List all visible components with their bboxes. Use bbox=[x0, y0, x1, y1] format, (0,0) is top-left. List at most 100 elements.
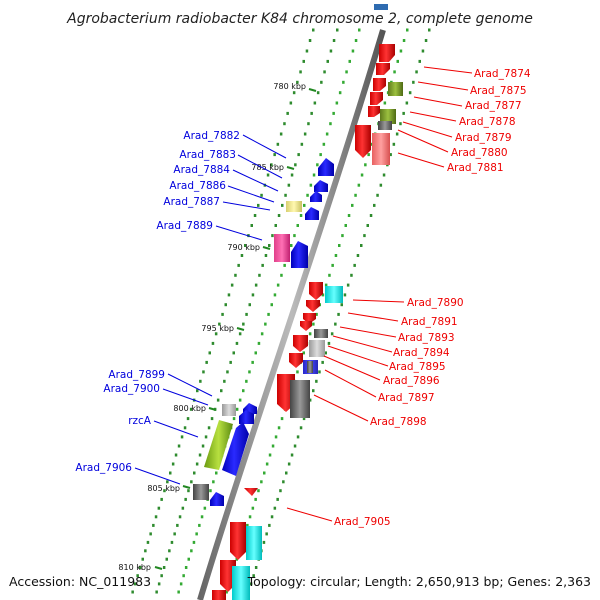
track-dot bbox=[209, 489, 212, 493]
gene-label[interactable]: rzcA bbox=[128, 415, 152, 427]
gene-label[interactable]: Arad_7883 bbox=[179, 149, 236, 161]
track-dot bbox=[160, 574, 163, 578]
track-dot bbox=[348, 59, 351, 63]
track-dot bbox=[277, 214, 281, 217]
track-dot bbox=[324, 283, 328, 287]
track-dot bbox=[141, 557, 144, 561]
track-dot bbox=[296, 370, 299, 374]
track-dot bbox=[192, 540, 196, 544]
track-dot bbox=[245, 379, 248, 383]
track-dot bbox=[211, 341, 215, 345]
track-dot bbox=[319, 153, 322, 157]
track-dot bbox=[283, 263, 286, 267]
track-dot bbox=[223, 379, 226, 383]
track-dot bbox=[215, 471, 218, 475]
track-dot bbox=[257, 489, 260, 493]
gene-label[interactable]: Arad_7887 bbox=[163, 196, 220, 208]
track-dot bbox=[235, 341, 239, 345]
track-dot bbox=[267, 312, 270, 316]
track-dot bbox=[360, 244, 363, 247]
gene-label[interactable]: Arad_7896 bbox=[383, 375, 440, 387]
gene-label[interactable]: Arad_7881 bbox=[447, 162, 504, 174]
gene-label[interactable]: Arad_7880 bbox=[451, 147, 508, 159]
track-dot bbox=[402, 111, 405, 115]
track-dot bbox=[245, 312, 248, 316]
track-dot bbox=[248, 370, 251, 374]
track-dot bbox=[196, 389, 199, 393]
track-dot bbox=[200, 515, 204, 519]
gene-label[interactable]: Arad_7893 bbox=[398, 332, 455, 344]
track-dot bbox=[244, 244, 247, 247]
gene-label[interactable]: Arad_7897 bbox=[378, 392, 435, 404]
gene-label[interactable]: Arad_7905 bbox=[334, 516, 391, 528]
gene-label[interactable]: Arad_7875 bbox=[470, 85, 527, 97]
gene-label[interactable]: Arad_7900 bbox=[103, 383, 160, 395]
track-dot bbox=[296, 435, 300, 439]
track-dot bbox=[177, 444, 181, 448]
track-dot bbox=[276, 497, 279, 501]
track-dot bbox=[342, 80, 345, 84]
track-dot bbox=[307, 122, 310, 126]
track-dot bbox=[356, 254, 360, 257]
gene-label[interactable]: Arad_7899 bbox=[108, 369, 165, 381]
map-title: Agrobacterium radiobacter K84 chromosome… bbox=[66, 11, 533, 27]
gene-label[interactable]: Arad_7877 bbox=[465, 100, 522, 112]
gene-label[interactable]: Arad_7895 bbox=[389, 361, 446, 373]
tick-label: 785 kbp bbox=[251, 163, 284, 172]
track-dot bbox=[376, 193, 379, 197]
gene-label[interactable]: Arad_7890 bbox=[407, 297, 464, 309]
track-dot bbox=[238, 332, 242, 336]
track-dot bbox=[316, 91, 320, 95]
track-dot bbox=[257, 341, 261, 345]
track-dot bbox=[273, 506, 277, 510]
gene-label[interactable]: Arad_7884 bbox=[173, 164, 230, 176]
track-dot bbox=[337, 312, 340, 316]
gene-label[interactable]: Arad_7891 bbox=[401, 316, 458, 328]
track-dot bbox=[174, 453, 178, 457]
track-dot bbox=[262, 540, 266, 544]
track-dot bbox=[136, 574, 139, 578]
track-dot bbox=[318, 370, 321, 374]
track-dot bbox=[183, 426, 187, 430]
track-dot bbox=[340, 303, 343, 307]
track-dot bbox=[235, 557, 238, 561]
gene-label[interactable]: Arad_7886 bbox=[169, 180, 226, 192]
gene-label[interactable]: Arad_7882 bbox=[183, 130, 240, 142]
track-dot bbox=[341, 234, 344, 238]
gene-label[interactable]: Arad_7894 bbox=[393, 347, 450, 359]
track-dot bbox=[334, 254, 338, 257]
track-dot bbox=[266, 173, 270, 177]
gene-label[interactable]: Arad_7889 bbox=[156, 220, 213, 232]
track-dot bbox=[226, 370, 229, 374]
track-dot bbox=[285, 471, 288, 475]
track-dot bbox=[237, 263, 240, 267]
track-dot bbox=[214, 332, 218, 336]
track-dot bbox=[408, 91, 412, 95]
track-dot bbox=[198, 523, 201, 527]
track-dot bbox=[428, 28, 431, 32]
track-dot bbox=[265, 532, 268, 536]
track-dot bbox=[345, 70, 348, 74]
track-dot bbox=[351, 49, 355, 53]
gene-label[interactable]: Arad_7879 bbox=[455, 132, 512, 144]
gene-label[interactable]: Arad_7906 bbox=[75, 462, 132, 474]
track-dot bbox=[248, 515, 252, 519]
track-dot bbox=[296, 80, 299, 84]
gene-label[interactable]: Arad_7874 bbox=[474, 68, 531, 80]
track-dot bbox=[280, 273, 283, 277]
track-dot bbox=[274, 224, 277, 227]
track-dot bbox=[346, 283, 350, 287]
track-dot bbox=[330, 332, 334, 336]
gene-label[interactable]: Arad_7878 bbox=[459, 116, 516, 128]
track-dot bbox=[271, 234, 274, 238]
track-dot bbox=[300, 142, 304, 146]
track-dot bbox=[154, 515, 158, 519]
gene-label[interactable]: Arad_7898 bbox=[370, 416, 427, 428]
track-dot bbox=[254, 497, 257, 501]
scale-ticks: 780 kbp 785 kbp 790 kbp 795 kbp 800 kbp … bbox=[118, 82, 317, 572]
track-dot bbox=[415, 70, 418, 74]
tick-label: 800 kbp bbox=[173, 404, 206, 413]
track-dot bbox=[276, 142, 280, 146]
track-dot bbox=[335, 101, 339, 105]
track-dot bbox=[193, 471, 196, 475]
